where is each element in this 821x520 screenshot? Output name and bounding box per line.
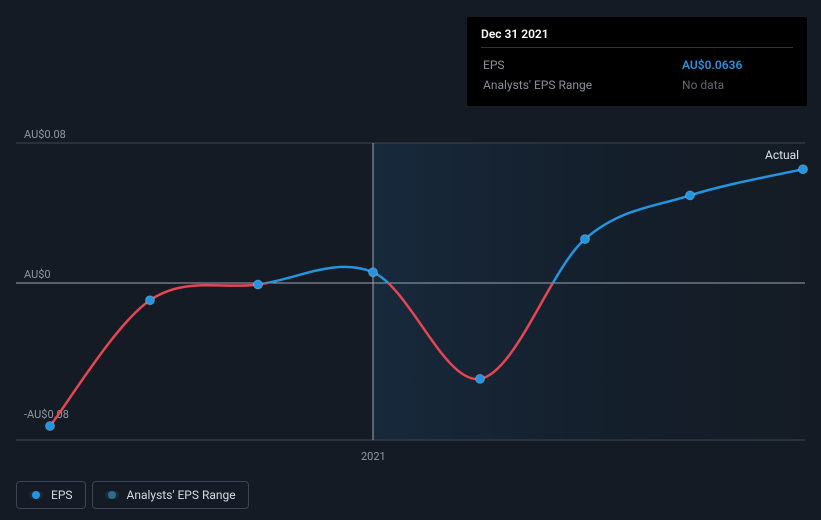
legend-swatch: [105, 491, 119, 499]
legend-item-eps[interactable]: EPS: [16, 481, 86, 509]
legend-swatch: [29, 491, 43, 499]
chart-legend: EPS Analysts' EPS Range: [16, 481, 249, 509]
eps-line-chart[interactable]: [0, 0, 821, 520]
legend-item-label: EPS: [51, 488, 73, 502]
legend-item-analysts-range[interactable]: Analysts' EPS Range: [92, 481, 249, 509]
legend-item-label: Analysts' EPS Range: [127, 488, 236, 502]
